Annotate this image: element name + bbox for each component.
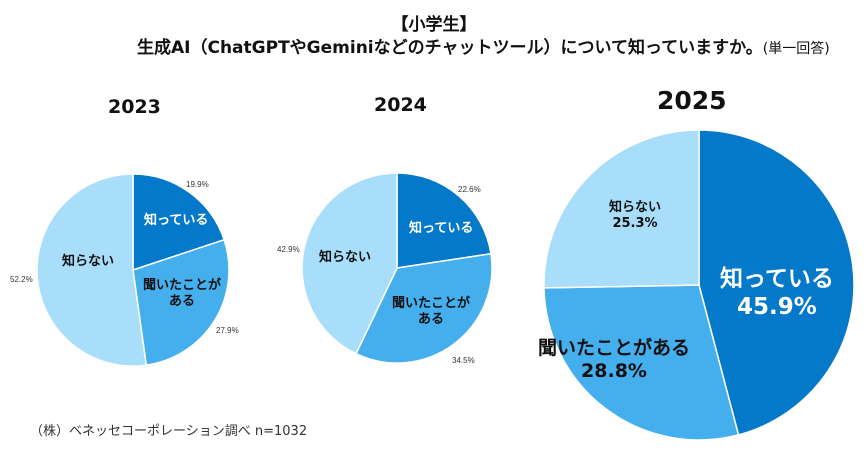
category: 知らない bbox=[609, 200, 662, 215]
label-2024-know: 知っている bbox=[409, 221, 474, 236]
year-2025-title: 2025 bbox=[657, 86, 727, 115]
label-line2: ある bbox=[169, 293, 196, 309]
value-2023-heard: 27.9% bbox=[216, 326, 239, 335]
label-line1: 聞いたことが bbox=[392, 296, 471, 311]
category: 聞いたことがある bbox=[538, 337, 691, 359]
label-2025-know: 知っている 45.9% bbox=[720, 266, 834, 321]
pie-slice-2023-0 bbox=[132, 173, 226, 272]
value: 45.9% bbox=[737, 293, 817, 320]
pie-slice-2024-0 bbox=[396, 172, 492, 269]
label-2024-unknown: 知らない bbox=[319, 250, 372, 265]
label-line2: ある bbox=[418, 311, 445, 327]
source-note: （株）ベネッセコーポレーション調べ n=1032 bbox=[30, 424, 308, 439]
year-2024-title: 2024 bbox=[374, 94, 427, 116]
chart-group-title: 【小学生】 bbox=[391, 15, 477, 35]
value-2024-unknown: 42.9% bbox=[277, 245, 300, 254]
pie-slice-2025-0 bbox=[698, 129, 855, 436]
label-2025-unknown: 知らない 25.3% bbox=[609, 200, 661, 231]
pie-slice-2024-2 bbox=[301, 172, 398, 355]
pie-slice-2025-1 bbox=[543, 284, 740, 441]
year-2023-title: 2023 bbox=[108, 96, 161, 118]
answer-note: (単一回答) bbox=[762, 41, 830, 57]
value-2024-know: 22.6% bbox=[458, 185, 481, 194]
value-2024-heard: 34.5% bbox=[452, 356, 475, 365]
label-2023-heard: 聞いたことが ある bbox=[143, 278, 221, 309]
question-text: 生成AI（ChatGPTやGeminiなどのチャットツール）について知っています… bbox=[137, 38, 763, 58]
chart-question: 生成AI（ChatGPTやGeminiなどのチャットツール）について知っています… bbox=[137, 33, 830, 58]
pie-slice-2025-2 bbox=[543, 129, 700, 289]
pie-slice-2024-1 bbox=[355, 252, 493, 364]
label-2025-heard: 聞いたことがある 28.8% bbox=[538, 337, 690, 383]
value-2023-unknown: 52.2% bbox=[10, 275, 33, 284]
value: 25.3% bbox=[612, 215, 658, 231]
label-2023-unknown: 知らない bbox=[62, 254, 115, 269]
pie-slice-2023-2 bbox=[36, 173, 148, 367]
pie-slice-2023-1 bbox=[132, 238, 230, 366]
value: 28.8% bbox=[581, 359, 647, 382]
category: 知っている bbox=[720, 266, 834, 292]
label-2024-heard: 聞いたことが ある bbox=[392, 296, 470, 327]
label-2023-know: 知っている bbox=[144, 213, 209, 228]
value-2023-know: 19.9% bbox=[186, 180, 209, 189]
label-line1: 聞いたことが bbox=[143, 278, 222, 293]
